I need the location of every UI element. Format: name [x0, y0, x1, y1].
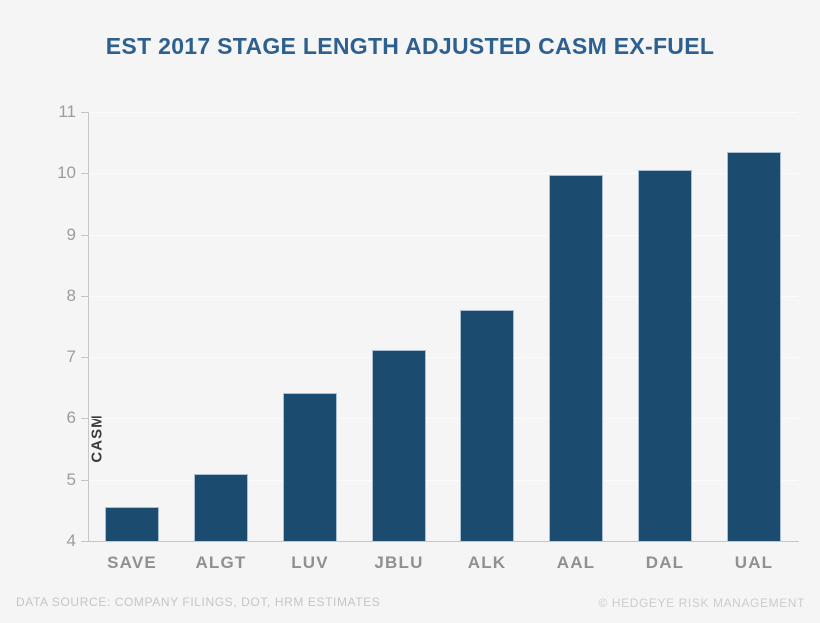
y-tick-label: 6 — [66, 408, 76, 427]
x-tick-label-AAL: AAL — [556, 553, 596, 572]
y-tick — [81, 296, 88, 297]
gridline — [89, 235, 798, 236]
gridline — [89, 173, 798, 174]
gridline — [89, 418, 798, 419]
footer-source: DATA SOURCE: COMPANY FILINGS, DOT, HRM E… — [16, 595, 381, 609]
y-tick — [81, 541, 88, 542]
x-tick-label-SAVE: SAVE — [107, 553, 157, 572]
x-tick-label-ALGT: ALGT — [195, 553, 247, 572]
plot-area: CASM — [88, 112, 799, 542]
y-tick-label: 10 — [57, 163, 76, 182]
y-tick — [81, 418, 88, 419]
y-tick-label: 9 — [66, 225, 76, 244]
gridline — [89, 112, 798, 113]
gridline — [89, 480, 798, 481]
y-axis-label: CASM — [88, 414, 106, 463]
gridline — [89, 296, 798, 297]
chart-title: EST 2017 STAGE LENGTH ADJUSTED CASM EX-F… — [105, 33, 715, 59]
bar-ALK — [460, 310, 514, 541]
y-tick-label: 4 — [66, 531, 76, 550]
x-tick-label-UAL: UAL — [734, 553, 774, 572]
bar-UAL — [727, 152, 781, 541]
x-tick-label-DAL: DAL — [645, 553, 685, 572]
x-tick-label-ALK: ALK — [467, 553, 507, 572]
x-tick-label-JBLU: JBLU — [374, 553, 424, 572]
x-tick-label-LUV: LUV — [291, 553, 329, 572]
y-tick — [81, 480, 88, 481]
bar-DAL — [638, 170, 692, 541]
bar-SAVE — [105, 507, 159, 541]
bar-AAL — [549, 175, 603, 541]
bar-LUV — [283, 393, 337, 541]
y-tick — [81, 235, 88, 236]
y-tick-label: 7 — [66, 347, 76, 366]
footer-copyright: © HEDGEYE RISK MANAGEMENT — [598, 596, 805, 610]
y-tick — [81, 357, 88, 358]
y-tick-label: 11 — [58, 102, 76, 121]
gridline — [89, 357, 798, 358]
y-tick — [81, 173, 88, 174]
y-tick-label: 8 — [66, 286, 76, 305]
bar-JBLU — [372, 350, 426, 541]
y-tick — [81, 112, 88, 113]
bar-ALGT — [194, 474, 248, 541]
y-tick-label: 5 — [66, 470, 76, 489]
